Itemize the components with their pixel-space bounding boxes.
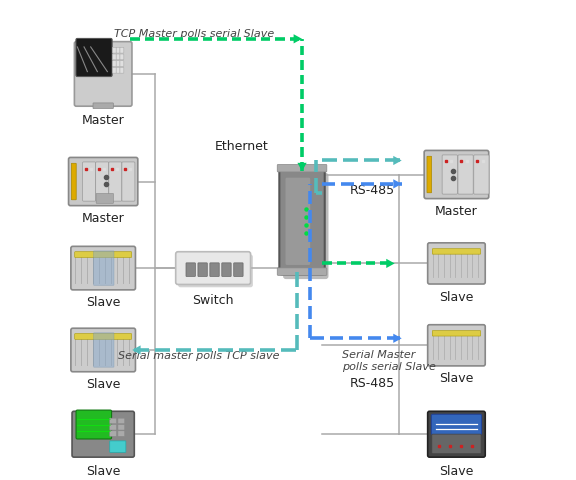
FancyBboxPatch shape — [198, 263, 207, 276]
FancyBboxPatch shape — [109, 418, 116, 424]
Polygon shape — [132, 345, 141, 355]
FancyBboxPatch shape — [424, 150, 489, 199]
FancyBboxPatch shape — [432, 434, 481, 454]
FancyBboxPatch shape — [71, 163, 76, 200]
FancyBboxPatch shape — [112, 54, 116, 60]
FancyBboxPatch shape — [71, 328, 135, 372]
Text: Slave: Slave — [439, 465, 473, 478]
FancyBboxPatch shape — [433, 249, 480, 254]
FancyBboxPatch shape — [178, 254, 253, 288]
FancyBboxPatch shape — [116, 67, 120, 73]
FancyBboxPatch shape — [433, 331, 480, 336]
FancyBboxPatch shape — [186, 263, 195, 276]
FancyBboxPatch shape — [283, 173, 328, 279]
Polygon shape — [393, 179, 401, 189]
Text: Serial master polls TCP slave: Serial master polls TCP slave — [118, 351, 280, 361]
FancyBboxPatch shape — [118, 418, 124, 424]
Text: Slave: Slave — [439, 290, 473, 303]
Polygon shape — [297, 163, 306, 171]
FancyBboxPatch shape — [277, 268, 327, 276]
Text: RS-485: RS-485 — [350, 377, 395, 390]
Text: Master: Master — [82, 114, 124, 127]
FancyBboxPatch shape — [93, 333, 114, 367]
FancyBboxPatch shape — [109, 441, 126, 452]
FancyBboxPatch shape — [71, 246, 135, 290]
FancyBboxPatch shape — [431, 414, 482, 435]
FancyBboxPatch shape — [442, 155, 457, 194]
FancyBboxPatch shape — [279, 168, 325, 275]
FancyBboxPatch shape — [109, 431, 116, 436]
Text: RS-485: RS-485 — [350, 184, 395, 197]
FancyBboxPatch shape — [76, 410, 112, 439]
FancyBboxPatch shape — [109, 424, 116, 430]
FancyBboxPatch shape — [427, 243, 485, 284]
FancyBboxPatch shape — [112, 60, 116, 66]
FancyBboxPatch shape — [112, 48, 116, 53]
FancyBboxPatch shape — [222, 263, 231, 276]
FancyBboxPatch shape — [120, 54, 124, 60]
FancyBboxPatch shape — [120, 60, 124, 66]
FancyBboxPatch shape — [176, 252, 251, 285]
Text: Serial Master
polls serial Slave: Serial Master polls serial Slave — [342, 350, 435, 372]
Polygon shape — [294, 34, 302, 44]
FancyBboxPatch shape — [69, 157, 138, 205]
Text: Master: Master — [82, 212, 124, 225]
FancyBboxPatch shape — [76, 38, 112, 76]
FancyBboxPatch shape — [122, 162, 135, 201]
FancyBboxPatch shape — [72, 411, 134, 457]
Text: Slave: Slave — [439, 372, 473, 385]
Text: Ethernet: Ethernet — [214, 140, 268, 153]
FancyBboxPatch shape — [116, 60, 120, 66]
FancyBboxPatch shape — [96, 193, 113, 204]
FancyBboxPatch shape — [116, 54, 120, 60]
Text: TCP Master polls serial Slave: TCP Master polls serial Slave — [114, 29, 275, 39]
FancyBboxPatch shape — [234, 263, 243, 276]
FancyBboxPatch shape — [474, 155, 489, 194]
Text: Slave: Slave — [86, 296, 120, 309]
FancyBboxPatch shape — [75, 252, 132, 257]
Text: Slave: Slave — [86, 378, 120, 391]
FancyBboxPatch shape — [210, 263, 219, 276]
FancyBboxPatch shape — [96, 162, 109, 201]
FancyBboxPatch shape — [120, 67, 124, 73]
FancyBboxPatch shape — [427, 325, 485, 366]
FancyBboxPatch shape — [109, 162, 122, 201]
FancyBboxPatch shape — [82, 162, 96, 201]
Polygon shape — [393, 334, 401, 343]
Polygon shape — [386, 259, 395, 268]
FancyBboxPatch shape — [116, 48, 120, 53]
FancyBboxPatch shape — [93, 251, 114, 285]
FancyBboxPatch shape — [458, 155, 473, 194]
FancyBboxPatch shape — [120, 48, 124, 53]
FancyBboxPatch shape — [427, 156, 431, 193]
FancyBboxPatch shape — [75, 334, 132, 339]
FancyBboxPatch shape — [112, 67, 116, 73]
FancyBboxPatch shape — [118, 424, 124, 430]
Text: Master: Master — [435, 205, 478, 218]
Text: Slave: Slave — [86, 465, 120, 478]
Text: Switch: Switch — [192, 294, 234, 307]
FancyBboxPatch shape — [93, 103, 113, 108]
Polygon shape — [393, 156, 401, 165]
FancyBboxPatch shape — [427, 411, 485, 457]
FancyBboxPatch shape — [286, 178, 310, 265]
FancyBboxPatch shape — [277, 165, 327, 172]
FancyBboxPatch shape — [118, 431, 124, 436]
FancyBboxPatch shape — [74, 42, 132, 106]
